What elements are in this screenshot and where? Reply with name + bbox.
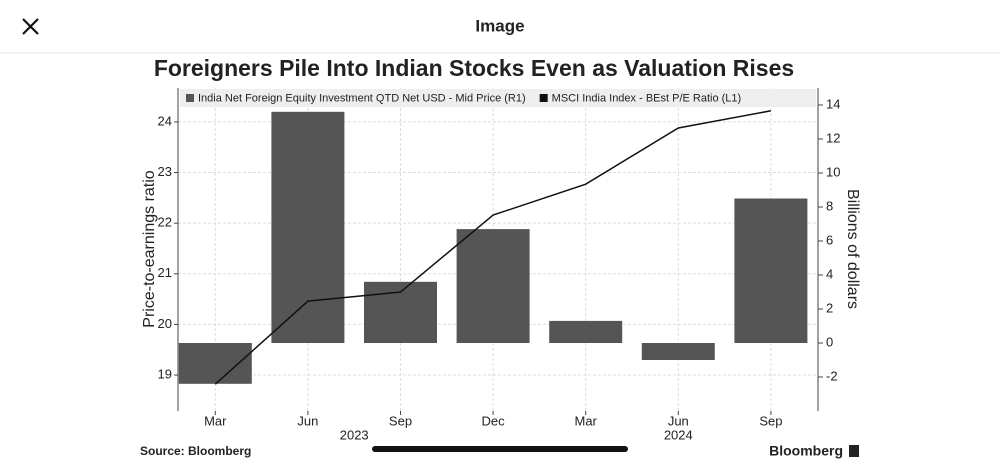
y2-tick-label: 6 bbox=[826, 232, 833, 247]
bar bbox=[364, 281, 437, 343]
x-tick-label: Mar bbox=[204, 413, 227, 428]
bar bbox=[456, 229, 530, 343]
close-icon bbox=[22, 18, 39, 35]
y-axis-label: Price-to-earnings ratio bbox=[141, 170, 158, 328]
source-note: Source: Bloomberg bbox=[140, 444, 251, 458]
y-tick-label: 22 bbox=[158, 215, 172, 230]
legend-label: India Net Foreign Equity Investment QTD … bbox=[198, 92, 526, 104]
y-tick-label: 24 bbox=[158, 113, 172, 128]
bar bbox=[271, 111, 345, 343]
y2-tick-label: 10 bbox=[826, 164, 840, 179]
y-tick-label: 23 bbox=[158, 164, 172, 179]
brand-icon bbox=[849, 445, 859, 457]
x-tick-label: Mar bbox=[575, 413, 598, 428]
y2-axis-label: Billions of dollars bbox=[844, 189, 861, 309]
x-group-label: 2023 bbox=[340, 427, 369, 442]
legend-swatch bbox=[539, 94, 548, 102]
y2-tick-label: 8 bbox=[826, 198, 833, 213]
x-group-label: 2024 bbox=[664, 427, 693, 442]
header-title: Image bbox=[475, 16, 524, 35]
x-tick-label: Dec bbox=[482, 413, 506, 428]
close-button[interactable] bbox=[22, 18, 39, 35]
legend-swatch bbox=[186, 94, 194, 102]
y2-tick-label: 12 bbox=[826, 130, 840, 145]
legend bbox=[180, 89, 816, 107]
chart-title: Foreigners Pile Into Indian Stocks Even … bbox=[154, 55, 794, 81]
y2-tick-label: 2 bbox=[826, 300, 833, 315]
line bbox=[214, 110, 772, 385]
brand-logo: Bloomberg bbox=[769, 443, 843, 459]
y2-tick-label: 4 bbox=[826, 266, 833, 281]
bar bbox=[549, 320, 623, 343]
home-indicator bbox=[372, 446, 628, 452]
bar bbox=[178, 343, 252, 384]
y-tick-label: 21 bbox=[158, 265, 172, 280]
x-tick-label: Sep bbox=[759, 413, 782, 428]
x-tick-label: Sep bbox=[389, 413, 412, 428]
legend-label: MSCI India Index - BEst P/E Ratio (L1) bbox=[552, 92, 742, 104]
x-tick-label: Jun bbox=[297, 413, 318, 428]
y-tick-label: 20 bbox=[158, 316, 172, 331]
y2-tick-label: 14 bbox=[826, 96, 840, 111]
y-tick-label: 19 bbox=[158, 366, 172, 381]
y2-tick-label: -2 bbox=[826, 368, 838, 383]
bar bbox=[641, 343, 715, 360]
x-tick-label: Jun bbox=[668, 413, 689, 428]
y2-tick-label: 0 bbox=[826, 334, 833, 349]
bar bbox=[734, 198, 808, 343]
